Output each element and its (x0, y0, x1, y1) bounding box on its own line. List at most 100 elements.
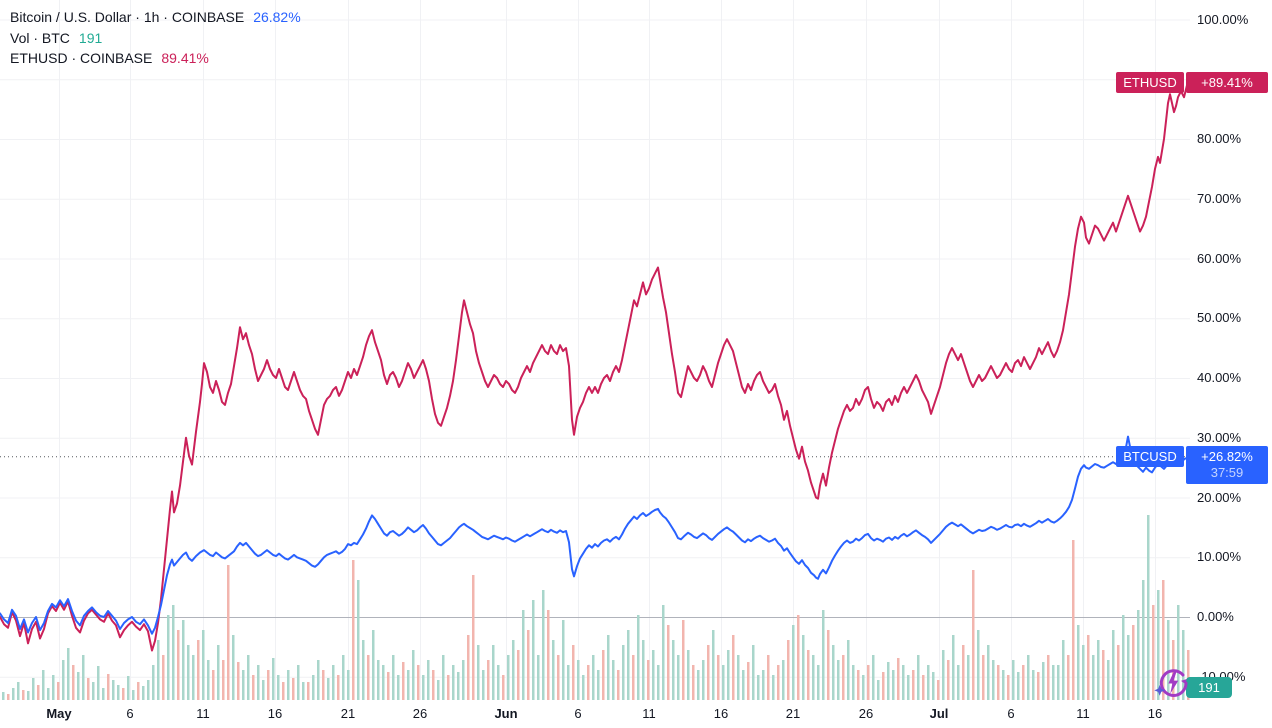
volume-bar (122, 688, 125, 700)
time-scale-label: 11 (1076, 706, 1090, 721)
volume-bar (732, 635, 735, 700)
volume-title[interactable]: Vol · BTC (10, 29, 70, 46)
volume-bar (237, 662, 240, 700)
volume-bar (42, 670, 45, 700)
volume-bar (82, 655, 85, 700)
volume-bar (887, 662, 890, 700)
volume-bar (942, 650, 945, 700)
volume-bar (602, 650, 605, 700)
volume-bar (1067, 655, 1070, 700)
volume-bar (287, 670, 290, 700)
volume-bar (267, 670, 270, 700)
volume-bar (442, 655, 445, 700)
volume-bar (922, 675, 925, 700)
volume-bar (1147, 515, 1150, 700)
eth-series-label-badge[interactable]: ETHUSD (1116, 72, 1184, 94)
time-scale-label: 16 (713, 706, 729, 721)
volume-bar (367, 655, 370, 700)
chart-plot-area[interactable] (0, 0, 1272, 700)
volume-bar (337, 675, 340, 700)
volume-bar (582, 675, 585, 700)
main-symbol-title[interactable]: Bitcoin / U.S. Dollar · 1h · COINBASE (10, 9, 245, 25)
volume-bar (247, 655, 250, 700)
volume-bar (482, 670, 485, 700)
volume-bar (967, 655, 970, 700)
time-scale[interactable]: May 6 11 16 21 26 Jun 6 11 16 21 26 Jul 6 11 16 (0, 700, 1272, 728)
price-scale-label: 50.00% (1197, 310, 1242, 326)
volume-bar (827, 630, 830, 700)
volume-bar (702, 660, 705, 700)
volume-bar (167, 615, 170, 700)
legend-volume[interactable]: Vol · BTC 191 (10, 28, 301, 49)
compare-symbol-title[interactable]: ETHUSD · COINBASE (10, 50, 153, 66)
volume-bar (947, 660, 950, 700)
volume-bar (532, 600, 535, 700)
btc-bar-countdown: 37:59 (1210, 464, 1244, 480)
volume-bar (447, 675, 450, 700)
volume-bar (1177, 605, 1180, 700)
btc-series-label-badge[interactable]: BTCUSD (1116, 446, 1184, 468)
volume-bar (1112, 630, 1115, 700)
volume-bar (302, 682, 305, 700)
volume-bar (1142, 580, 1145, 700)
volume-bar (252, 675, 255, 700)
volume-bar (987, 645, 990, 700)
main-symbol-change: 26.82% (253, 9, 301, 25)
volume-bar (1092, 655, 1095, 700)
time-scale-label: Jul (929, 706, 949, 721)
volume-bar (672, 640, 675, 700)
volume-bar (617, 670, 620, 700)
volume-bar (747, 662, 750, 700)
volume-bar (572, 645, 575, 700)
volume-bar (467, 635, 470, 700)
volume-bar (387, 672, 390, 700)
legend-main-symbol[interactable]: Bitcoin / U.S. Dollar · 1h · COINBASE 26.… (10, 7, 301, 28)
time-scale-label: 21 (340, 706, 356, 721)
btc-price-value-badge[interactable]: +26.82% 37:59 (1186, 445, 1268, 484)
volume-bar (1152, 605, 1155, 700)
volume-bar (717, 655, 720, 700)
volume-bar (842, 655, 845, 700)
volume-bar (622, 645, 625, 700)
time-scale-label: 16 (267, 706, 283, 721)
volume-bar (1072, 540, 1075, 700)
volume-bar (727, 650, 730, 700)
volume-bar (392, 655, 395, 700)
volume-bar (1002, 670, 1005, 700)
volume-bar (587, 665, 590, 700)
volume-bar (697, 670, 700, 700)
volume-bar (1042, 662, 1045, 700)
time-scale-label: 6 (1007, 706, 1015, 721)
eth-price-value-badge[interactable]: +89.41% (1186, 72, 1268, 94)
volume-bar (517, 650, 520, 700)
volume-bar (67, 648, 70, 700)
volume-bar (642, 640, 645, 700)
legend-compare-symbol[interactable]: ETHUSD · COINBASE 89.41% (10, 48, 301, 69)
volume-bar (47, 688, 50, 700)
flash-icon[interactable] (1152, 663, 1192, 703)
volume-bar (1077, 625, 1080, 700)
volume-bar (547, 610, 550, 700)
volume-bar (52, 675, 55, 700)
volume-bar (952, 635, 955, 700)
volume-value-badge[interactable]: 191 (1186, 677, 1232, 698)
volume-bar (112, 680, 115, 700)
volume-bar (262, 680, 265, 700)
volume-bar (297, 665, 300, 700)
volume-bar (342, 655, 345, 700)
volume-bar (197, 640, 200, 700)
volume-bar (737, 655, 740, 700)
volume-bar (767, 655, 770, 700)
volume-bar (282, 682, 285, 700)
volume-bar (172, 605, 175, 700)
volume-bar (897, 658, 900, 700)
volume-bar (397, 675, 400, 700)
volume-bar (1012, 660, 1015, 700)
volume-bar (417, 665, 420, 700)
volume-bar (492, 645, 495, 700)
chart-legend: Bitcoin / U.S. Dollar · 1h · COINBASE 26.… (10, 7, 301, 69)
volume-bar (157, 640, 160, 700)
volume-bar (1037, 672, 1040, 700)
volume-bar (752, 645, 755, 700)
volume-bar (652, 650, 655, 700)
